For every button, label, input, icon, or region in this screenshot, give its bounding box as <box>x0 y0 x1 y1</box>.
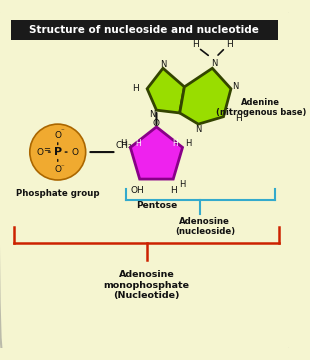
Text: ⁻: ⁻ <box>60 129 64 135</box>
Text: Structure of nucleoside and nucleotide: Structure of nucleoside and nucleotide <box>29 25 259 35</box>
Text: H: H <box>172 139 178 148</box>
Text: H: H <box>132 84 138 93</box>
Text: H: H <box>170 186 177 195</box>
Text: H: H <box>192 40 199 49</box>
Text: N: N <box>211 59 217 68</box>
Text: O: O <box>37 148 43 157</box>
Text: OH: OH <box>131 186 145 195</box>
Text: N: N <box>195 125 202 134</box>
Text: N: N <box>232 82 239 91</box>
Text: H: H <box>226 40 232 49</box>
Text: H: H <box>235 114 242 123</box>
Text: O: O <box>153 119 160 128</box>
Text: P: P <box>54 147 62 157</box>
Text: O: O <box>54 165 61 174</box>
Text: N: N <box>149 110 156 119</box>
Text: =: = <box>43 145 50 154</box>
Text: H: H <box>179 180 186 189</box>
Text: ⁻: ⁻ <box>60 164 64 170</box>
Text: Adenosine
(nucleoside): Adenosine (nucleoside) <box>175 217 235 236</box>
Text: Adenine
(nitrogenous base): Adenine (nitrogenous base) <box>215 98 306 117</box>
Polygon shape <box>131 127 183 179</box>
Text: H: H <box>135 139 141 148</box>
Polygon shape <box>147 68 184 113</box>
Polygon shape <box>180 68 231 124</box>
Text: Phosphate group: Phosphate group <box>16 189 100 198</box>
Text: Adenosine
monophosphate
(Nucleotide): Adenosine monophosphate (Nucleotide) <box>104 270 190 300</box>
Text: Pentose: Pentose <box>136 201 177 210</box>
Text: O: O <box>54 131 61 140</box>
Text: N: N <box>160 60 166 69</box>
FancyBboxPatch shape <box>11 20 277 40</box>
Text: O: O <box>72 148 79 157</box>
Text: H: H <box>120 139 126 148</box>
Text: H: H <box>185 139 191 148</box>
Circle shape <box>30 124 86 180</box>
Text: CH₂: CH₂ <box>116 141 132 150</box>
